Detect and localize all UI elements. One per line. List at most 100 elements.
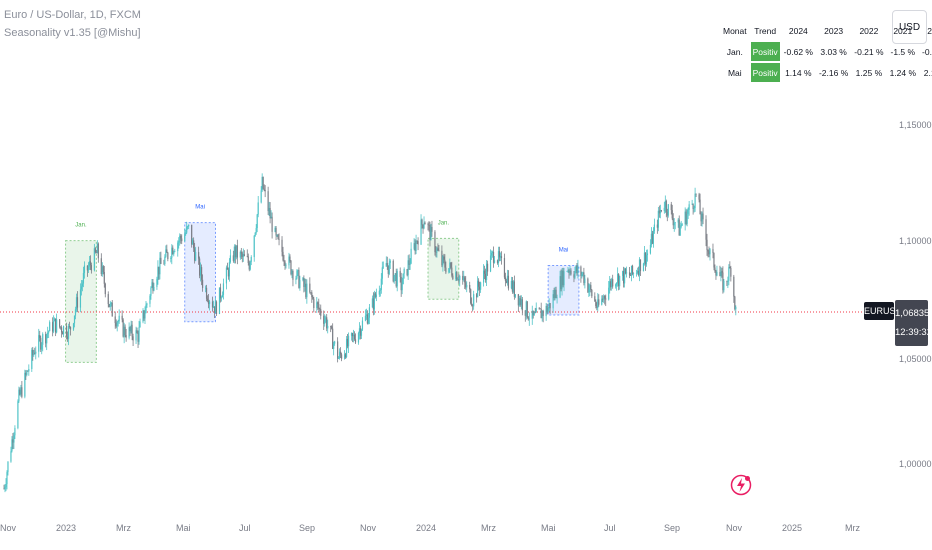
candle-down: [573, 271, 575, 283]
table-header: 2020: [927, 25, 932, 36]
candle-down: [234, 244, 236, 264]
candle-up: [547, 306, 549, 313]
candle-up: [343, 350, 346, 360]
candle-up: [192, 238, 194, 245]
candle-down: [248, 260, 250, 272]
candle-down: [160, 251, 162, 265]
candle-down: [539, 308, 541, 310]
table-header: Trend: [754, 25, 777, 36]
time-tick: Mrz: [845, 523, 860, 533]
candle-up: [541, 310, 543, 322]
candle-down: [337, 337, 339, 363]
candle-down: [366, 310, 369, 325]
candle-up: [420, 214, 422, 246]
candle-up: [574, 266, 576, 280]
candle-down: [670, 201, 672, 215]
candle-down: [27, 370, 29, 372]
lightning-alert-icon[interactable]: [730, 474, 752, 496]
candle-down: [726, 280, 728, 287]
candle-up: [212, 300, 215, 308]
candle-up: [688, 200, 690, 216]
candle-up: [449, 258, 451, 273]
candle-down: [318, 298, 320, 312]
candle-down: [505, 278, 508, 284]
candle-down: [722, 266, 724, 294]
candle-down: [540, 302, 542, 319]
candle-up: [174, 248, 176, 253]
candle-down: [236, 239, 238, 265]
candle-up: [296, 269, 298, 280]
candle-up: [448, 268, 450, 274]
candle-down: [163, 259, 165, 265]
candle-down: [421, 218, 423, 229]
candle-down: [715, 269, 717, 280]
candle-up: [170, 256, 172, 263]
candle-up: [371, 295, 373, 308]
candle-up: [7, 461, 9, 476]
candle-up: [402, 273, 404, 285]
candle-down: [699, 193, 701, 215]
candle-up: [360, 328, 363, 339]
candle-down: [354, 333, 357, 345]
candle-down: [692, 203, 694, 215]
candle-up: [151, 278, 153, 289]
candle-up: [528, 312, 530, 326]
candle-up: [109, 300, 111, 311]
candle-up: [548, 298, 550, 312]
candle-up: [403, 267, 405, 279]
candle-up: [622, 270, 624, 281]
candle-down: [232, 250, 234, 263]
candle-up: [436, 246, 438, 258]
candle-down: [553, 287, 555, 301]
candle-down: [456, 270, 458, 282]
time-tick: Mai: [176, 523, 191, 533]
candle-up: [603, 294, 605, 303]
candle-up: [608, 280, 610, 301]
candle-up: [569, 265, 571, 276]
candle-down: [136, 327, 138, 334]
candle-down: [76, 291, 79, 313]
time-tick: Mai: [541, 523, 556, 533]
currency-button[interactable]: USD: [892, 10, 927, 44]
candle-down: [504, 272, 507, 287]
candle-down: [644, 252, 647, 271]
candle-up: [367, 313, 370, 325]
candle-down: [341, 352, 343, 362]
candle-down: [526, 301, 528, 319]
candle-down: [323, 310, 325, 331]
candle-down: [25, 370, 27, 380]
candle-down: [143, 310, 145, 321]
candle-up: [347, 332, 350, 353]
candle-up: [165, 245, 167, 258]
candle-up: [222, 278, 225, 300]
candle-down: [706, 233, 708, 256]
candle-up: [589, 283, 591, 297]
candle-up: [643, 246, 646, 266]
candle-down: [665, 199, 667, 218]
trend-cell: Positiv: [750, 63, 780, 82]
candle-down: [69, 326, 72, 336]
candle-up: [82, 266, 85, 288]
candle-down: [392, 259, 394, 283]
symbol-legend[interactable]: Euro / US-Dollar, 1D, FXCM: [4, 9, 141, 21]
candle-down: [262, 176, 264, 190]
candle-up: [17, 399, 19, 430]
value-cell: -0.69 %: [922, 46, 932, 57]
candle-down: [59, 318, 61, 329]
candle-up: [139, 318, 141, 328]
indicator-legend[interactable]: Seasonality v1.35 [@Mishu]: [4, 27, 141, 39]
candle-up: [93, 243, 95, 272]
candle-up: [184, 228, 186, 242]
value-cell: -0.21 %: [854, 46, 884, 57]
candle-up: [368, 304, 371, 325]
candle-down: [331, 325, 333, 330]
candle-up: [101, 262, 103, 277]
candle-up: [650, 227, 653, 248]
candle-up: [482, 264, 485, 287]
candle-down: [131, 320, 133, 341]
candle-down: [628, 266, 631, 279]
candle-up: [324, 314, 326, 327]
candle-down: [90, 262, 92, 274]
candle-up: [559, 270, 561, 299]
